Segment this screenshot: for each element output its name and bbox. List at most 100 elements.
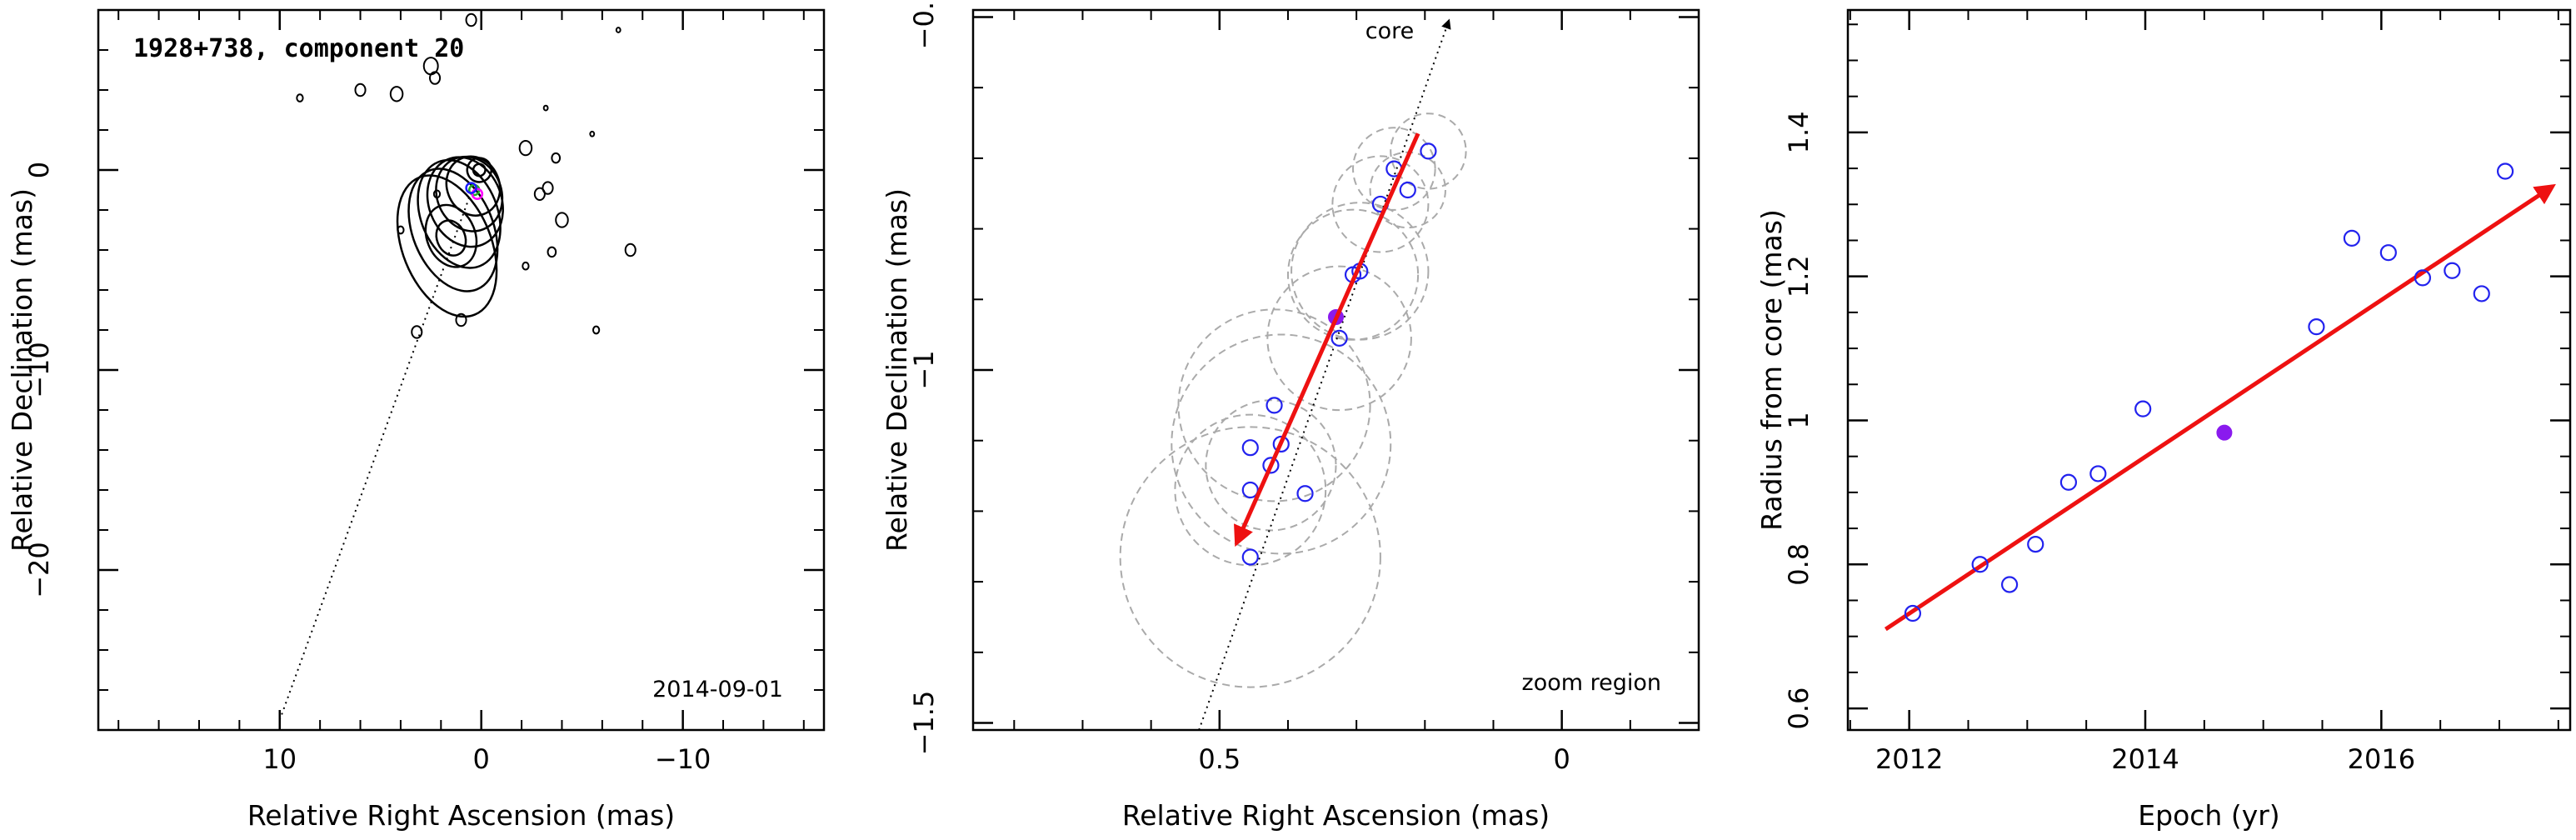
component-position-point	[1296, 485, 1314, 502]
noise-contour	[533, 187, 546, 202]
y-tick-label: 0.8	[1783, 543, 1815, 586]
noise-contour	[428, 71, 442, 85]
y-tick-label: −1.5	[908, 691, 940, 756]
contour-level	[472, 162, 487, 178]
noise-contour	[592, 325, 601, 335]
component-position-point	[1241, 439, 1259, 457]
radius-data-point	[2027, 535, 2044, 553]
component-position-point	[1262, 457, 1280, 474]
jet-direction-line	[278, 192, 472, 721]
position-error-circle	[1331, 155, 1430, 253]
radius-data-point	[1971, 556, 1989, 573]
noise-contour	[411, 325, 423, 339]
component-position-point	[1266, 397, 1283, 414]
position-error-circle	[1286, 208, 1420, 341]
x-tick-label: 2012	[1875, 743, 1943, 775]
position-error-circle	[1352, 127, 1436, 211]
position-error-circle	[1171, 333, 1392, 555]
radius-data-point	[2059, 473, 2078, 491]
zoom-y-axis-label: Relative Declination (mas)	[881, 188, 913, 552]
radius-data-point	[1904, 604, 1922, 622]
contour-level	[424, 203, 478, 268]
core-direction-line	[1198, 18, 1451, 731]
radius-data-point	[2473, 285, 2490, 302]
component-position-point	[1272, 435, 1290, 453]
component-position-point	[1330, 329, 1348, 347]
position-error-circle	[1390, 112, 1467, 190]
noise-contour	[518, 139, 533, 157]
position-error-circle	[1266, 265, 1412, 412]
y-tick-label: 1.4	[1783, 111, 1815, 153]
contour-map-frame	[97, 8, 826, 732]
noise-contour	[551, 152, 562, 164]
contour-level	[407, 168, 499, 292]
noise-contour	[522, 261, 530, 271]
y-tick-label: 1	[1783, 412, 1815, 428]
contour-map-content	[278, 12, 637, 721]
zoom-region-label: zoom region	[1522, 670, 1661, 696]
motion-vector-arrow	[1234, 132, 1420, 548]
x-tick-label: 0	[473, 743, 490, 775]
component-position-point	[1399, 181, 1416, 199]
observation-date-label: 2014-09-01	[652, 677, 783, 702]
y-tick-label: −20	[23, 542, 55, 598]
noise-contour	[455, 312, 467, 328]
contour-map-panel: 10 0 −10 0 −10 −20 1928+738, component 20 201…	[6, 8, 826, 832]
x-tick-label: 2014	[2111, 743, 2179, 775]
radius-epoch-ticks: 2012 2014 2016 0.6 0.8 1 1.2 1.4	[1783, 10, 2570, 775]
y-tick-label: −1	[908, 350, 940, 389]
x-tick-label: −10	[655, 743, 711, 775]
zoom-x-axis-label: Relative Right Ascension (mas)	[1122, 799, 1550, 832]
noise-contour	[615, 27, 622, 33]
x-tick-label: 2016	[2348, 743, 2415, 775]
position-error-circle	[1177, 308, 1371, 502]
position-error-circle	[1290, 202, 1430, 341]
zoom-frame	[971, 8, 1700, 732]
noise-contour	[354, 82, 367, 98]
contour-map-y-axis-label: Relative Declination (mas)	[6, 188, 38, 552]
radius-data-point	[2496, 162, 2514, 180]
contour-level	[435, 219, 467, 257]
position-error-circle	[1205, 399, 1337, 532]
noise-contour	[589, 130, 596, 138]
noise-contour	[547, 246, 557, 258]
noise-contour	[542, 181, 554, 195]
radius-data-point	[2089, 465, 2107, 482]
y-tick-label: 0.6	[1783, 688, 1815, 730]
noise-contour	[542, 104, 549, 112]
radius-data-point	[2308, 318, 2325, 336]
y-tick-label: −0.5	[908, 0, 940, 49]
zoom-panel: 0.5 0 −0.5 −1 −1.5 core zoom region Relative…	[881, 0, 1700, 832]
y-tick-label: 0	[23, 162, 55, 178]
radius-data-point	[2000, 576, 2019, 593]
contour-level	[417, 158, 502, 269]
contour-level	[466, 157, 493, 183]
component-position-point	[1241, 548, 1259, 566]
noise-contour	[555, 212, 569, 228]
noise-contour	[465, 12, 477, 28]
position-error-circle	[1119, 426, 1381, 688]
core-direction-label: core	[1365, 18, 1414, 44]
radius-data-point	[2444, 262, 2461, 279]
noise-contour	[624, 242, 637, 258]
x-tick-label: 0.5	[1198, 743, 1241, 775]
contour-level	[396, 174, 498, 318]
zoom-content	[1119, 18, 1467, 731]
contour-map-x-axis-label: Relative Right Ascension (mas)	[247, 799, 675, 832]
radius-data-point	[2134, 400, 2152, 418]
component-marker	[471, 188, 484, 201]
component-marker	[465, 182, 477, 194]
x-tick-label: 0	[1553, 743, 1570, 775]
noise-contour	[432, 189, 442, 199]
radius-data-point	[2343, 229, 2361, 247]
contour-map-title: 1928+738, component 20	[133, 34, 464, 63]
radius-axis-label: Radius from core (mas)	[1755, 209, 1788, 531]
linear-fit-arrow	[1884, 183, 2556, 632]
contour-map-ticks: 10 0 −10 0 −10 −20	[23, 10, 824, 775]
epoch-axis-label: Epoch (yr)	[2138, 799, 2279, 832]
y-tick-label: −10	[23, 342, 55, 398]
zoom-ticks: 0.5 0 −0.5 −1 −1.5	[908, 0, 1699, 775]
current-epoch-radius-point	[2216, 424, 2233, 441]
radius-epoch-content	[1884, 162, 2556, 632]
noise-contour	[296, 93, 304, 102]
